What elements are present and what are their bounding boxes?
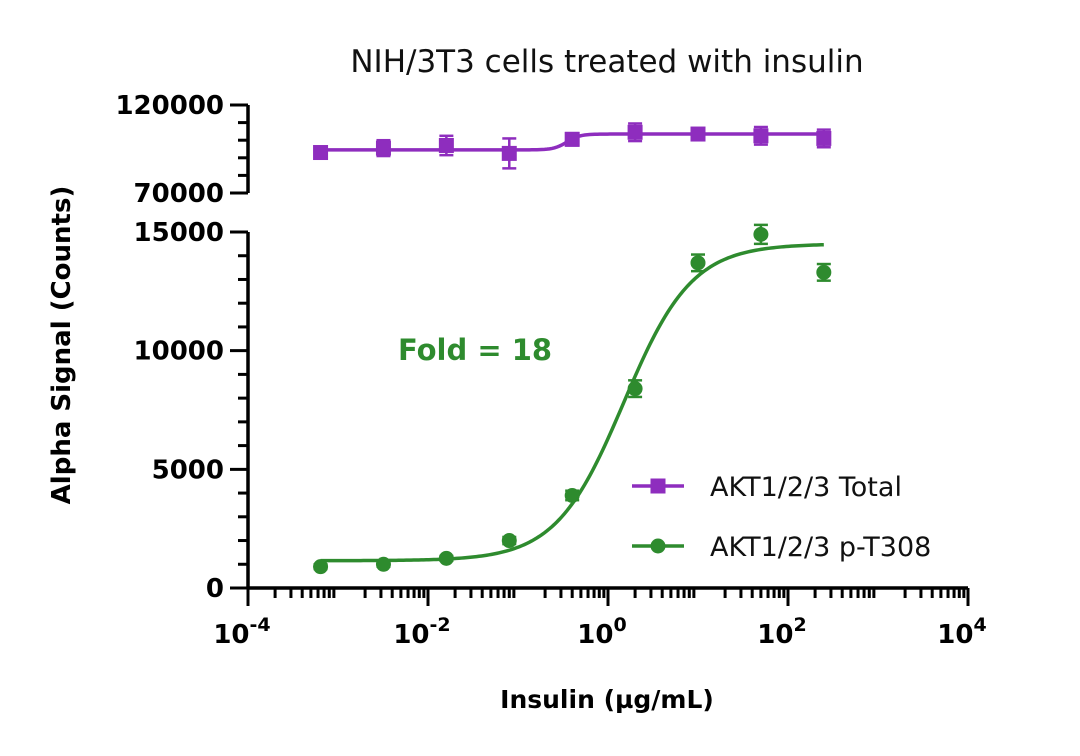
data-point-square xyxy=(564,131,580,147)
legend-item-2: AKT1/2/3 p-T308 xyxy=(632,532,931,563)
data-point-circle xyxy=(375,556,391,572)
fit-curve-2 xyxy=(320,243,824,563)
data-point-square xyxy=(753,128,769,144)
fold-annotation: Fold = 18 xyxy=(398,333,552,367)
data-point-square xyxy=(501,145,517,161)
data-point-circle xyxy=(313,559,329,575)
legend-label: AKT1/2/3 p-T308 xyxy=(710,532,931,563)
x-tick-label: 104 xyxy=(937,614,986,650)
legend-circle-icon xyxy=(650,538,666,554)
data-point-circle xyxy=(501,533,517,549)
y-tick-label: 5000 xyxy=(152,455,224,485)
y-tick-label: 10000 xyxy=(134,337,224,367)
legend: AKT1/2/3 Total AKT1/2/3 p-T308 xyxy=(632,472,931,563)
y-upper-tick-label: 120000 xyxy=(115,91,224,121)
data-point-circle xyxy=(753,226,769,242)
data-point-circle xyxy=(690,255,706,271)
ticks: 0 5000 10000 15000 70000 120000 10-4 10-2 100 102… xyxy=(115,91,986,650)
x-axis-label: Insulin (µg/mL) xyxy=(500,685,714,714)
axes xyxy=(246,105,968,590)
x-tick-label: 10-4 xyxy=(213,614,270,650)
y-axis-label: Alpha Signal (Counts) xyxy=(47,186,77,505)
data-point-circle xyxy=(816,264,832,280)
y-tick-label: 0 xyxy=(206,574,224,604)
x-tick-label: 100 xyxy=(577,614,626,650)
y-upper-tick-label: 70000 xyxy=(134,179,224,209)
x-tick-label: 102 xyxy=(757,614,806,650)
legend-square-icon xyxy=(650,478,666,494)
data-point-square xyxy=(313,145,329,161)
data-point-square xyxy=(816,130,832,146)
data-point-square xyxy=(375,140,391,156)
legend-label: AKT1/2/3 Total xyxy=(710,472,902,503)
data-point-circle xyxy=(627,381,643,397)
x-tick-label: 10-2 xyxy=(393,614,450,650)
data-point-circle xyxy=(564,487,580,503)
data-point-circle xyxy=(438,550,454,566)
y-tick-label: 15000 xyxy=(134,218,224,248)
legend-item-1: AKT1/2/3 Total xyxy=(632,472,902,503)
data-point-square xyxy=(627,124,643,140)
chart-title: NIH/3T3 cells treated with insulin xyxy=(350,44,863,80)
data-points xyxy=(313,124,832,575)
data-point-square xyxy=(438,137,454,153)
data-point-square xyxy=(690,126,706,142)
